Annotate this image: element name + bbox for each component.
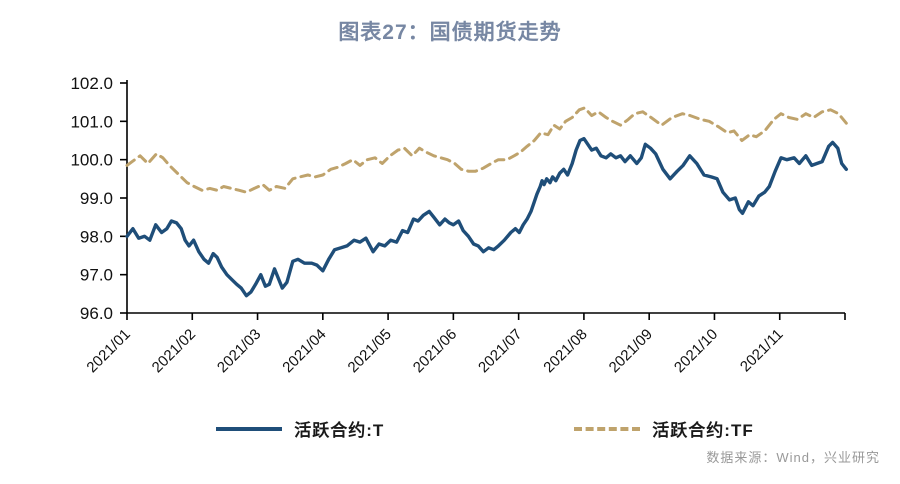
legend-item-t: 活跃合约:T — [216, 416, 384, 441]
x-tick-label: 2021/10 — [671, 326, 721, 376]
x-tick-label: 2021/09 — [606, 326, 656, 376]
x-tick-label: 2021/01 — [83, 326, 133, 376]
data-source: 数据来源：Wind，兴业研究 — [706, 450, 880, 465]
axes — [126, 80, 845, 314]
legend-item-tf: 活跃合约:TF — [574, 416, 753, 441]
x-tick-label: 2021/06 — [410, 326, 460, 376]
series-line-tf — [125, 106, 848, 194]
y-tick-label: 102.0 — [70, 74, 113, 93]
y-tick-label: 100.0 — [70, 151, 113, 170]
legend-line-tf-swatch — [574, 426, 641, 431]
x-tick-label: 2021/05 — [345, 326, 395, 376]
legend-line-t-swatch — [216, 426, 283, 431]
line-chart: 102.0 101.0 100.0 99.0 98.0 97.0 96.0 2021/01 20… — [70, 74, 848, 376]
x-tick-label: 2021/11 — [737, 326, 787, 376]
x-tick-label: 2021/03 — [214, 326, 264, 376]
x-tick-label: 2021/04 — [279, 326, 329, 376]
y-tick-label: 101.0 — [70, 112, 113, 131]
page-title: 图表27：国债期货走势 — [338, 21, 562, 44]
y-tick-label: 97.0 — [80, 266, 113, 285]
y-tick-label: 96.0 — [80, 304, 113, 323]
legend: 活跃合约:T 活跃合约:TF — [0, 416, 900, 441]
legend-label-t: 活跃合约:T — [294, 421, 385, 440]
x-tick-label: 2021/07 — [475, 326, 525, 376]
y-tick-label: 98.0 — [80, 227, 113, 246]
x-tick-label: 2021/08 — [540, 326, 590, 376]
x-tick-label: 2021/02 — [149, 326, 199, 376]
y-tick-label: 99.0 — [80, 189, 113, 208]
legend-label-tf: 活跃合约:TF — [652, 421, 754, 440]
series-line-t — [125, 136, 848, 298]
